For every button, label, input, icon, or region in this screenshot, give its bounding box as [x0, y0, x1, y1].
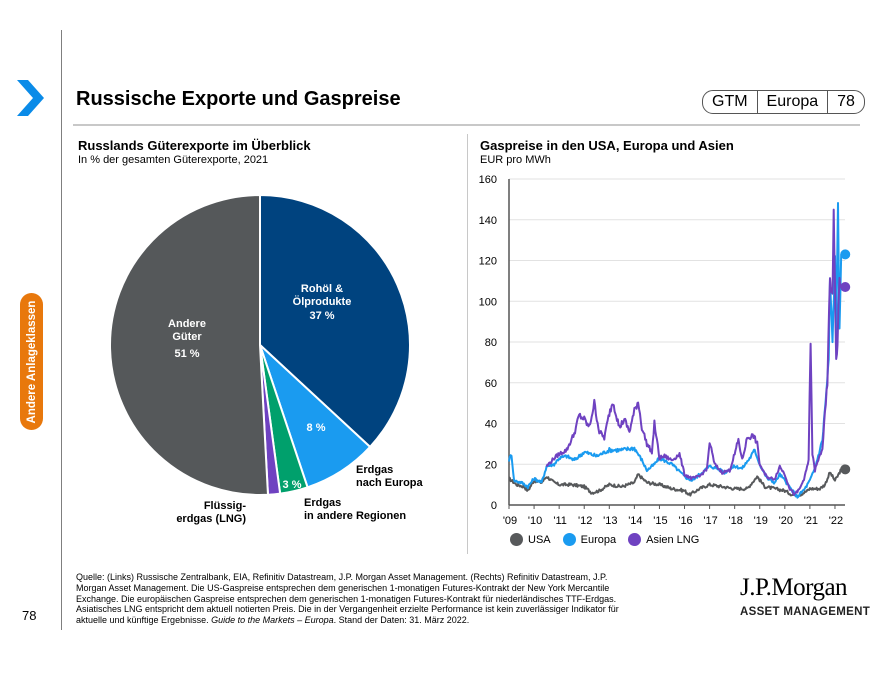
x-tick-label: '13 — [603, 515, 617, 527]
legend-item-asien: Asien LNG — [628, 533, 699, 546]
y-tick-label: 20 — [485, 459, 497, 471]
legend-swatch-asien — [628, 533, 642, 546]
legend-swatch-europa — [562, 533, 576, 546]
end-marker-europa — [840, 249, 851, 260]
line-chart-ylabel: EUR pro MWh — [480, 154, 551, 166]
pie-slice-4 — [108, 193, 270, 496]
gtm-badge-page: 78 — [827, 91, 864, 113]
pie-slice-0 — [259, 193, 411, 449]
chevron-right-icon — [17, 80, 44, 116]
page-title: Russische Exporte und Gaspreise — [76, 88, 401, 110]
page-number: 78 — [22, 608, 37, 623]
gtm-badge-label: GTM — [712, 93, 748, 110]
x-tick-label: '19 — [754, 515, 768, 527]
x-tick-label: '14 — [628, 515, 642, 527]
pie-chart-title: Russlands Güterexporte im Überblick — [78, 138, 311, 153]
left-divider-line — [61, 30, 62, 630]
legend-label-usa: USA — [528, 533, 551, 546]
x-tick-label: '17 — [703, 515, 717, 527]
pie-label-0: Rohöl & — [301, 283, 343, 295]
gtm-badge-region: Europa — [756, 91, 828, 113]
x-tick-label: '12 — [578, 515, 592, 527]
gtm-badge: GTM Europa 78 — [702, 90, 865, 114]
title-underline — [73, 124, 860, 126]
asset-management-logo: ASSET MANAGEMENT — [740, 606, 871, 618]
y-tick-label: 120 — [479, 256, 497, 268]
pie-chart-subtitle: In % der gesamten Güterexporte, 2021 — [78, 154, 269, 166]
source-date: . Stand der Daten: 31. März 2022. — [333, 615, 470, 626]
y-tick-label: 140 — [479, 215, 497, 227]
x-tick-label: '18 — [728, 515, 742, 527]
x-tick-label: '09 — [503, 515, 517, 527]
legend-label-europa: Europa — [580, 533, 617, 546]
y-tick-label: 160 — [479, 174, 497, 186]
section-tab[interactable]: Andere Anlageklassen — [20, 293, 43, 430]
pie-label-2: Erdgas — [304, 497, 341, 509]
pie-label-1: Erdgas — [356, 464, 393, 476]
x-tick-label: '15 — [653, 515, 667, 527]
legend-item-usa: USA — [510, 533, 551, 546]
chart-separator — [467, 134, 468, 554]
line-chart-legend: USA Europa Asien LNG — [510, 533, 711, 546]
legend-item-europa: Europa — [562, 533, 617, 546]
pie-label-2: in andere Regionen — [304, 510, 406, 522]
pie-label-4: Andere — [168, 318, 206, 330]
end-marker-usa — [840, 464, 851, 475]
source-footnote: Quelle: (Links) Russische Zentralbank, E… — [76, 572, 636, 626]
pie-label-1: nach Europa — [356, 477, 424, 489]
line-chart: 0 20 40 60 80 100 120 140 160 '09 '10 '11 '12 '13 '14 '… — [479, 174, 851, 527]
x-tick-label: '20 — [779, 515, 793, 527]
series-line-usa — [508, 468, 842, 498]
pie-label-4: Güter — [172, 331, 202, 343]
x-tick-label: '22 — [829, 515, 843, 527]
pie-label-0: Ölprodukte — [293, 295, 352, 308]
x-tick-label: '21 — [804, 515, 818, 527]
x-tick-label: '16 — [678, 515, 692, 527]
pie-label-3: erdgas (LNG) — [176, 513, 246, 525]
line-chart-title: Gaspreise in den USA, Europa und Asien — [480, 138, 734, 153]
x-tick-label: '11 — [553, 515, 567, 527]
pie-value-label-1: 8 % — [307, 422, 326, 434]
end-marker-asien-lng — [840, 281, 851, 292]
pie-label-3: Flüssig- — [204, 500, 247, 512]
pie-value-label-2: 3 % — [283, 479, 302, 491]
pie-value-label-0: 37 % — [309, 310, 334, 322]
jpmorgan-logo: J.P.Morgan — [740, 574, 848, 601]
y-tick-label: 60 — [485, 378, 497, 390]
y-tick-label: 100 — [479, 296, 497, 308]
y-tick-label: 0 — [491, 500, 497, 512]
source-text: Quelle: (Links) Russische Zentralbank, E… — [76, 572, 619, 626]
y-tick-label: 80 — [485, 337, 497, 349]
legend-swatch-usa — [510, 533, 523, 546]
series-line-asien-lng — [545, 208, 842, 496]
x-tick-label: '10 — [528, 515, 542, 527]
legend-label-asien: Asien LNG — [646, 533, 700, 546]
source-publication: Guide to the Markets – Europa — [211, 615, 334, 626]
y-tick-label: 40 — [485, 419, 497, 431]
pie-value-label-4: 51 % — [174, 348, 199, 360]
